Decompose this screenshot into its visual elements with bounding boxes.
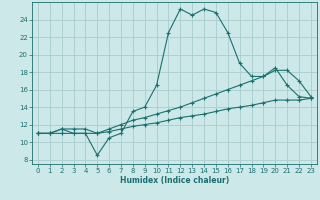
X-axis label: Humidex (Indice chaleur): Humidex (Indice chaleur) <box>120 176 229 185</box>
